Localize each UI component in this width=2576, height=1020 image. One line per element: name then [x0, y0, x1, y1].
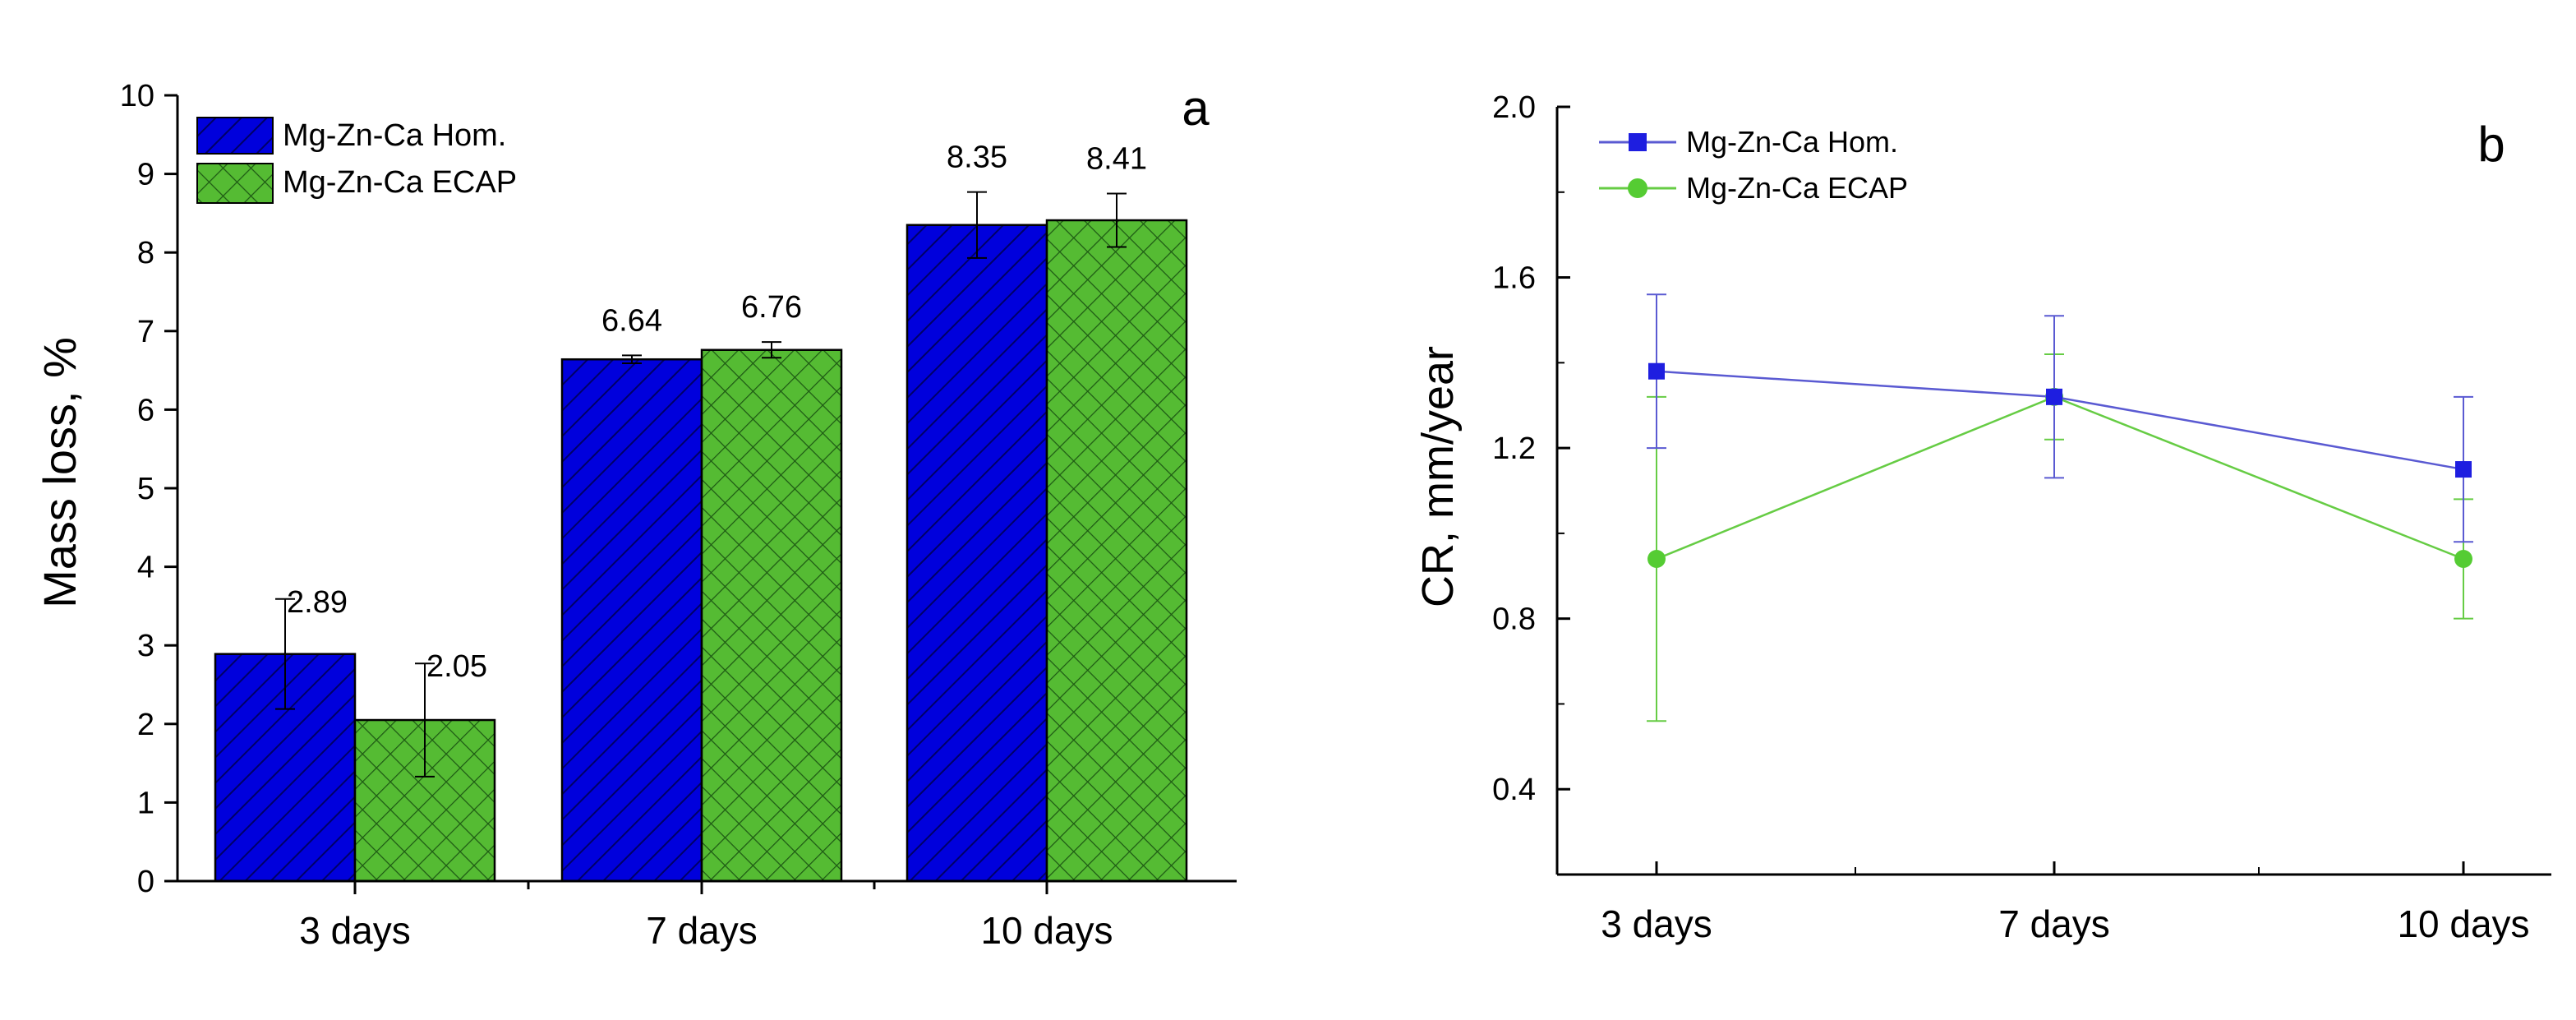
y-tick-label: 2 [137, 708, 154, 742]
series-line-hom [1656, 370, 2464, 471]
point-marker-hom [1648, 362, 1665, 380]
panel-label-a: a [1182, 81, 1210, 136]
data-label: 2.89 [287, 585, 348, 620]
legend-marker-ecap [1628, 178, 1647, 198]
y-tick-label: 9 [137, 158, 154, 192]
legend-label: Mg-Zn-Ca ECAP [283, 165, 517, 200]
data-label: 8.41 [1086, 142, 1147, 177]
legend-label: Mg-Zn-Ca Hom. [1686, 125, 1898, 159]
data-label: 2.05 [426, 649, 487, 684]
series-group [1647, 293, 2473, 722]
bar-group [214, 219, 1188, 883]
y-tick-label: 2.0 [1492, 90, 1536, 125]
y-tick-label: 0.8 [1492, 602, 1536, 637]
error-bar-group [275, 191, 1127, 778]
y-axis-title: CR, mm/year [1413, 346, 1463, 607]
panel-label-b: b [2477, 117, 2505, 172]
x-tick-label: 7 days [646, 909, 758, 952]
bar-hom [560, 358, 703, 883]
legend-label: Mg-Zn-Ca Hom. [283, 118, 506, 153]
point-marker-hom [2455, 461, 2472, 478]
x-tick-label: 3 days [299, 909, 411, 952]
data-label-group: 2.89 6.64 8.35 2.05 6.76 8.41 [287, 141, 1147, 685]
y-tick-label: 6 [137, 393, 154, 427]
x-tick-label: 10 days [980, 909, 1113, 952]
legend-label: Mg-Zn-Ca ECAP [1686, 171, 1908, 205]
axis-group [1555, 107, 2551, 876]
y-tick-label: 0 [137, 865, 154, 899]
y-tick-label: 8 [137, 236, 154, 270]
point-marker-ecap [2454, 550, 2472, 569]
bar-ecap [700, 348, 843, 883]
y-tick-label: 3 [137, 629, 154, 663]
y-tick-label: 1 [137, 786, 154, 820]
x-tick-label: 3 days [1601, 902, 1712, 945]
y-axis-title: Mass loss, % [34, 337, 85, 608]
legend: Mg-Zn-Ca Hom. Mg-Zn-Ca ECAP [1599, 125, 1908, 205]
bar-hom [906, 224, 1048, 883]
x-tick-label: 7 days [1998, 902, 2110, 945]
y-tick-label: 1.6 [1492, 261, 1536, 296]
y-tick-label: 4 [137, 551, 154, 585]
y-tick-label: 0.4 [1492, 773, 1536, 807]
legend-marker-hom [1629, 133, 1647, 151]
y-tick-label: 5 [137, 472, 154, 506]
y-tick-label: 1.2 [1492, 432, 1536, 466]
data-label: 8.35 [947, 141, 1007, 175]
x-tick-label: 10 days [2397, 902, 2529, 945]
bar-ecap [1045, 219, 1188, 883]
panel-a-bar-chart: 0 1 2 3 4 5 6 7 8 9 10 3 days 7 days 10 days 2.89 6.64… [34, 79, 1237, 952]
y-tick-label: 7 [137, 315, 154, 349]
data-label: 6.76 [741, 290, 802, 325]
legend-swatch-ecap [196, 163, 274, 204]
tick-group: 0 1 2 3 4 5 6 7 8 9 10 3 days 7 days 10 days [120, 79, 1113, 952]
point-marker-hom [2046, 388, 2062, 405]
data-label: 6.64 [601, 303, 662, 338]
point-marker-ecap [1647, 550, 1666, 569]
tick-group: 0.4 0.8 1.2 1.6 2.0 3 days 7 days 10 days [1492, 90, 2529, 945]
y-tick-label: 10 [120, 79, 154, 113]
legend-swatch-hom [196, 117, 274, 155]
panel-b-line-chart: 0.4 0.8 1.2 1.6 2.0 3 days 7 days 10 days CR, m… [1413, 90, 2551, 945]
legend: Mg-Zn-Ca Hom. Mg-Zn-Ca ECAP [196, 117, 517, 204]
